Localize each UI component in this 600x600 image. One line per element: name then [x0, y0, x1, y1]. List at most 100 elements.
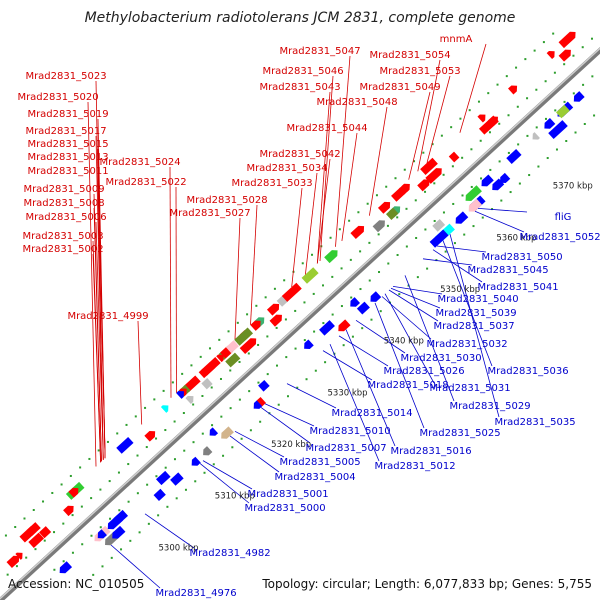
scale-tick-mark: [194, 480, 197, 483]
gene-features: [6, 31, 585, 574]
label-leader: [390, 287, 441, 309]
scale-tick-mark: [81, 543, 84, 546]
gene-label-reverse: Mrad2831_5050: [481, 252, 562, 263]
label-leader: [341, 132, 358, 241]
gene-labels: mnmA Mrad2831_5054 Mrad2831_5047 Mrad2831_5…: [17, 34, 600, 599]
gene-feature: [370, 291, 382, 302]
scale-tick-mark: [259, 420, 262, 423]
scale-tick-mark: [477, 100, 480, 103]
scale-label: 5330 kbp: [328, 388, 368, 398]
scale-tick-mark: [15, 565, 18, 568]
scale-tick-mark: [162, 389, 165, 392]
scale-tick-mark: [481, 216, 484, 219]
gene-label-forward: Mrad2831_5024: [99, 157, 180, 168]
scale-tick-mark: [546, 157, 549, 160]
gene-label-reverse: Mrad2831_5026: [383, 366, 464, 377]
label-leader: [87, 101, 97, 467]
scale-tick-mark: [201, 432, 204, 435]
gene-label-forward: Mrad2831_5002: [22, 244, 103, 255]
gene-feature: [350, 297, 361, 307]
gene-label-forward: Mrad2831_5022: [105, 177, 186, 188]
gene-feature: [429, 229, 449, 248]
scale-tick-mark: [398, 293, 401, 296]
scale-tick-mark: [396, 254, 399, 257]
gene-block: [170, 472, 184, 486]
scale-tick-mark: [25, 556, 28, 559]
scale-tick-mark: [461, 194, 464, 197]
gene-label-forward: Mrad2831_5023: [25, 71, 106, 82]
label-leader: [234, 430, 285, 458]
gene-label-reverse: Mrad2831_5025: [419, 428, 500, 439]
label-leader: [199, 463, 250, 504]
scale-tick-mark: [488, 131, 491, 134]
gene-block: [234, 327, 254, 346]
scale-tick-mark: [312, 292, 315, 295]
label-leaders: [87, 43, 528, 589]
gene-label-reverse: Mrad2831_5030: [400, 353, 481, 364]
scale-tick-mark: [472, 225, 475, 228]
label-leader: [316, 91, 331, 264]
scale-tick-mark: [138, 531, 141, 534]
scale-tick-mark: [526, 97, 529, 100]
scale-tick-mark: [181, 372, 184, 375]
scale-tick-mark: [294, 347, 297, 350]
gene-block: [301, 267, 319, 284]
gene-feature: [185, 395, 194, 404]
scale-tick-mark: [422, 151, 425, 154]
scale-tick-mark: [468, 109, 471, 112]
scale-tick-mark: [147, 522, 150, 525]
gene-arrow: [221, 426, 234, 439]
scale-tick-mark: [69, 474, 72, 477]
gene-label-forward: Mrad2831_5017: [25, 126, 106, 137]
scale-tick-mark: [6, 573, 9, 576]
scale-tick-mark: [590, 37, 593, 40]
label-leader: [250, 204, 258, 325]
label-leader: [384, 293, 435, 384]
gene-label-reverse: Mrad2831_5032: [426, 339, 507, 350]
scale-tick-mark: [220, 415, 223, 418]
gene-feature: [269, 314, 282, 327]
gene-label-reverse: Mrad2831_5004: [274, 472, 355, 483]
gene-arrow: [209, 427, 219, 436]
gene-feature: [116, 437, 134, 454]
scale-tick-mark: [424, 228, 427, 231]
scale-tick-mark: [313, 330, 316, 333]
gene-label-forward: Mrad2831_5046: [262, 66, 343, 77]
scale-tick-mark: [583, 122, 586, 125]
gene-feature: [455, 211, 469, 224]
gene-arrow: [544, 117, 556, 129]
scale-tick-mark: [379, 310, 382, 313]
scale-tick-mark: [348, 219, 351, 222]
label-leader: [477, 208, 528, 213]
gene-feature: [160, 405, 169, 413]
scale-labels: 5300 kbp 5310 kbp 5320 kbp 5330 kbp 5340 kbp…: [159, 182, 593, 554]
scale-tick-mark: [329, 236, 332, 239]
gene-feature: [203, 446, 213, 456]
scale-tick-mark: [451, 165, 454, 168]
scale-tick-mark: [361, 327, 364, 330]
scale-tick-mark: [359, 250, 362, 253]
gene-arrow: [97, 529, 107, 539]
scale-tick-mark: [386, 224, 389, 227]
scale-tick-mark: [127, 463, 130, 466]
scale-tick-mark: [90, 534, 93, 537]
scale-tick-mark: [155, 475, 158, 478]
scale-tick-mark: [582, 83, 585, 86]
scale-tick-mark: [322, 322, 325, 325]
gene-block: [319, 320, 335, 336]
scale-tick-mark: [403, 168, 406, 171]
scale-tick-mark: [537, 165, 540, 168]
gene-label-forward: Mrad2831_5048: [316, 97, 397, 108]
gene-feature: [508, 85, 518, 95]
label-leader: [335, 55, 351, 247]
scale-tick-mark: [277, 403, 280, 406]
scale-tick-mark: [80, 505, 83, 508]
gene-feature: [281, 282, 302, 302]
gene-feature: [556, 104, 570, 119]
gene-block: [448, 151, 460, 163]
scale-tick-mark: [500, 199, 503, 202]
gene-label-forward: Mrad2831_5011: [27, 166, 108, 177]
gene-label-forward: Mrad2831_5042: [259, 149, 340, 160]
gene-feature: [112, 525, 126, 539]
gene-feature: [153, 488, 166, 501]
